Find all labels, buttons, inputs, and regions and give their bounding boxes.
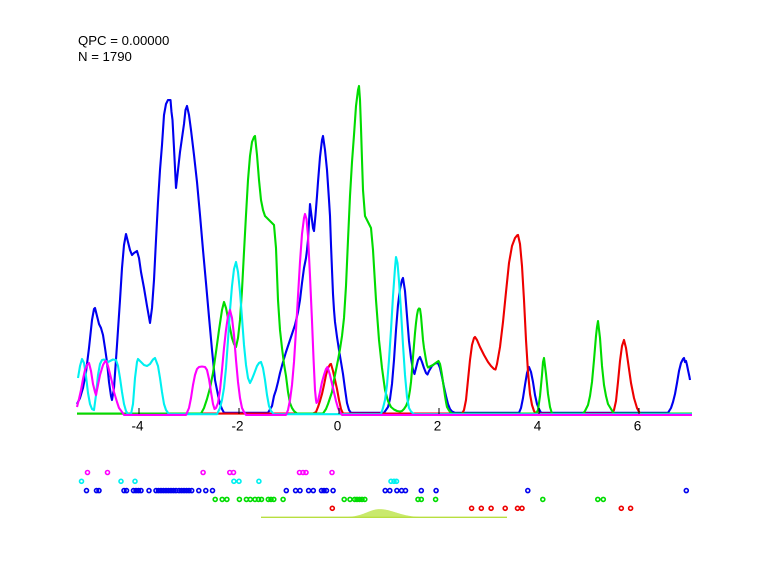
svg-text:-2: -2 xyxy=(231,419,243,434)
svg-text:4: 4 xyxy=(534,419,542,434)
svg-text:0: 0 xyxy=(334,419,342,434)
svg-text:2: 2 xyxy=(434,419,442,434)
svg-text:-4: -4 xyxy=(131,419,143,434)
svg-text:6: 6 xyxy=(634,419,642,434)
